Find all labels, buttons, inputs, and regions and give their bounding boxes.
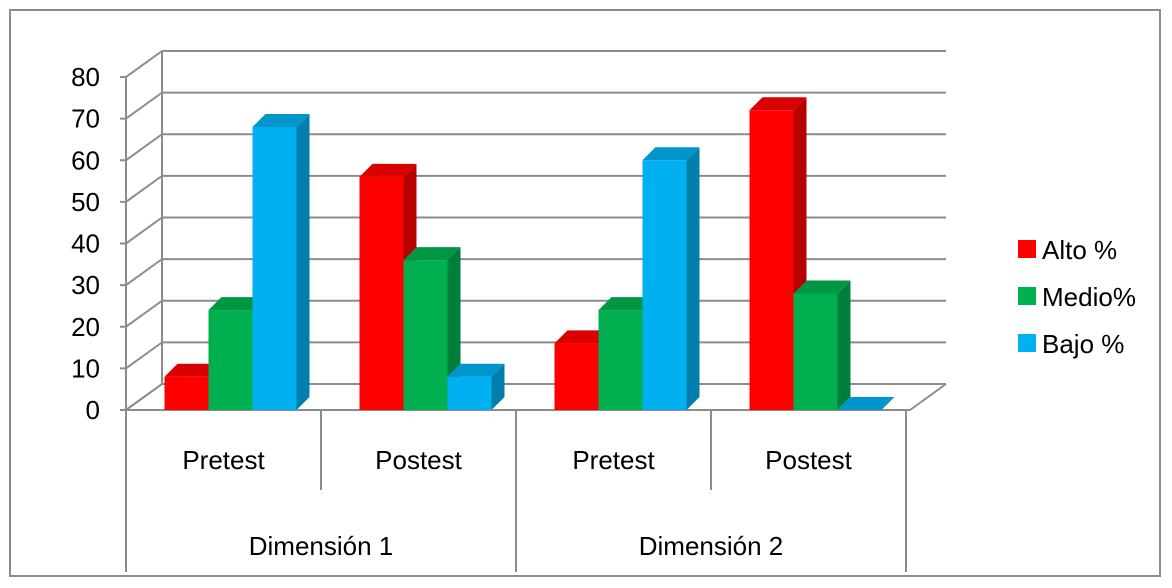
chart-frame <box>9 9 1161 577</box>
x-group-label: Dimensión 1 <box>249 531 394 561</box>
legend: Alto % Medio% Bajo % <box>1018 235 1136 359</box>
bar-side <box>837 280 851 410</box>
gridline-side <box>125 50 163 78</box>
bar-top <box>598 297 656 311</box>
bar-front <box>208 310 253 410</box>
y-tick-label: 50 <box>71 187 100 217</box>
bar <box>447 363 505 410</box>
x-tick-label: Pretest <box>572 445 655 475</box>
y-tick-label: 20 <box>71 312 100 342</box>
gridline-side <box>125 383 163 411</box>
bar-side <box>296 113 310 410</box>
x-tick-label: Postest <box>375 445 462 475</box>
y-axis: 0 10 20 30 40 50 60 70 80 <box>71 62 127 425</box>
bar <box>642 147 700 410</box>
bar-side <box>491 363 505 410</box>
x-tick-label: Pretest <box>182 445 265 475</box>
x-group-label: Dimensión 2 <box>639 531 784 561</box>
y-tick-label: 0 <box>86 395 100 425</box>
bar <box>837 397 895 410</box>
bar-top <box>208 297 266 311</box>
legend-swatch <box>1018 240 1036 258</box>
bar-front <box>447 376 492 410</box>
gridline-side <box>125 91 163 120</box>
bar <box>403 247 461 410</box>
bar-top <box>252 113 310 127</box>
bar-top <box>447 363 505 377</box>
gridline-side <box>125 341 163 370</box>
bars <box>164 97 895 411</box>
y-tick-label: 30 <box>71 270 100 300</box>
bar-front <box>598 310 643 410</box>
bar-top <box>359 163 417 177</box>
y-tick-label: 80 <box>71 62 100 92</box>
gridline-side <box>125 216 163 245</box>
y-tick-label: 10 <box>71 353 100 383</box>
bar <box>252 113 310 410</box>
legend-swatch <box>1018 334 1036 352</box>
y-tick-label: 70 <box>71 104 100 134</box>
gridline-side <box>125 175 163 203</box>
bar <box>793 280 851 410</box>
bar-top <box>554 330 612 344</box>
bar-front <box>749 110 794 411</box>
bar-front <box>403 260 448 410</box>
legend-label: Alto % <box>1042 235 1117 265</box>
y-tick-label: 60 <box>71 145 100 175</box>
legend-label: Medio% <box>1042 282 1136 312</box>
floor-right-edge <box>909 383 947 411</box>
bar-top <box>164 363 222 377</box>
bar-top <box>749 97 807 111</box>
bar-front <box>252 126 297 410</box>
gridline-side <box>125 133 163 162</box>
legend-label: Bajo % <box>1042 329 1124 359</box>
y-tick-label: 40 <box>71 229 100 259</box>
x-tick-label: Postest <box>765 445 852 475</box>
bar-top <box>837 397 895 410</box>
gridline-side <box>125 258 163 286</box>
gridline-side <box>125 299 163 328</box>
legend-swatch <box>1018 287 1036 305</box>
bar-top <box>793 280 851 294</box>
bar-side <box>686 147 700 410</box>
bar-front <box>642 160 687 410</box>
bar-front <box>164 376 209 410</box>
x-axis: Pretest Postest Pretest Postest Dimensión 1 D… <box>125 410 907 572</box>
bar-top <box>642 147 700 161</box>
bar-front <box>359 176 404 410</box>
bar-front <box>554 343 599 410</box>
bar-front <box>793 293 838 410</box>
bar-top <box>403 247 461 261</box>
